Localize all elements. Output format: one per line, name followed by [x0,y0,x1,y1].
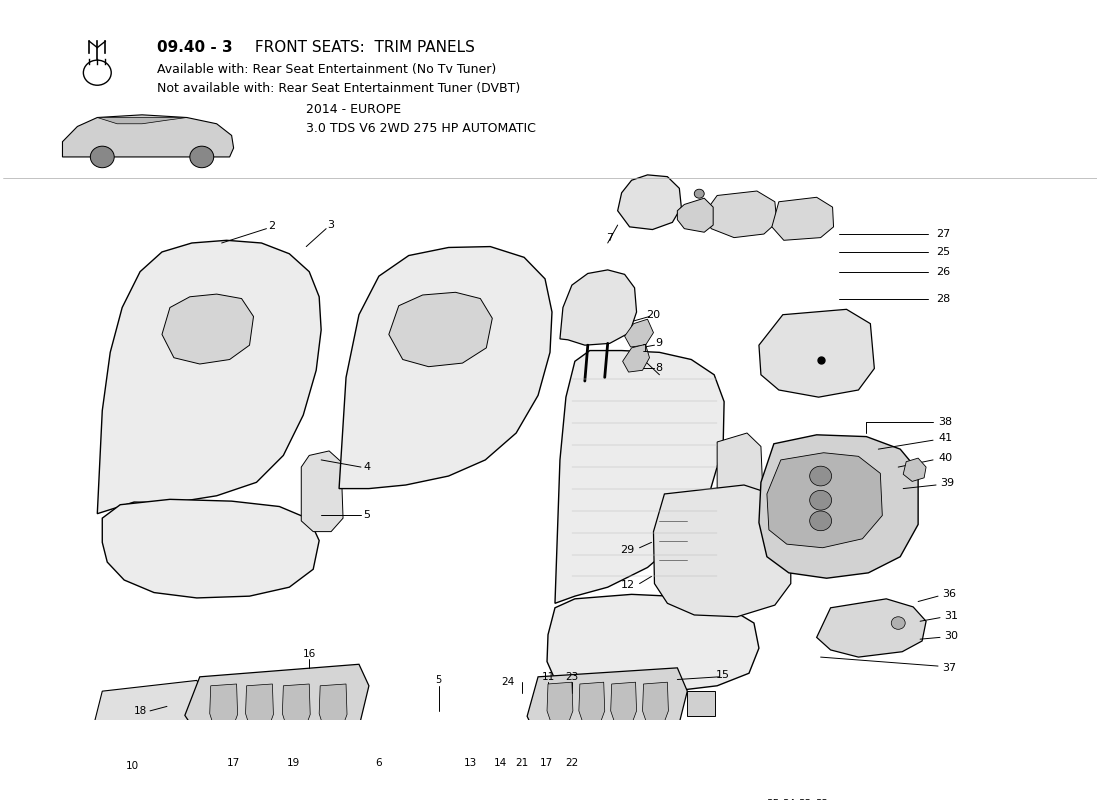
Text: 12: 12 [620,580,635,590]
Polygon shape [903,458,926,482]
Text: 25: 25 [936,247,950,257]
Text: 2: 2 [268,221,275,231]
Text: 3.0 TDS V6 2WD 275 HP AUTOMATIC: 3.0 TDS V6 2WD 275 HP AUTOMATIC [306,122,536,135]
Text: 14: 14 [494,758,507,768]
Polygon shape [97,240,321,514]
Text: 41: 41 [938,434,953,443]
Polygon shape [301,451,343,532]
Polygon shape [547,682,573,722]
Text: 3: 3 [328,220,334,230]
Text: 30: 30 [944,630,958,641]
Text: 26: 26 [936,266,950,277]
Bar [688,691,715,716]
Text: 11: 11 [541,672,554,682]
Text: 4: 4 [363,462,371,472]
Polygon shape [618,175,681,230]
Polygon shape [761,754,784,786]
Polygon shape [816,599,926,657]
Text: 9: 9 [654,338,662,348]
Text: 35: 35 [767,799,780,800]
Polygon shape [759,435,918,578]
Text: 33: 33 [799,799,812,800]
Text: 27: 27 [936,229,950,239]
Polygon shape [767,453,882,548]
Polygon shape [210,684,238,726]
Polygon shape [777,754,801,786]
Polygon shape [560,270,637,345]
Text: 5: 5 [363,510,371,521]
Polygon shape [642,682,669,722]
Text: 36: 36 [942,590,956,599]
Polygon shape [610,682,637,722]
Text: 18: 18 [134,706,147,716]
Polygon shape [339,246,552,489]
Circle shape [90,146,114,168]
Polygon shape [547,594,759,693]
Text: 17: 17 [227,758,240,768]
Polygon shape [97,118,187,124]
Polygon shape [623,344,649,372]
Circle shape [810,511,832,530]
Polygon shape [759,310,874,397]
Polygon shape [579,682,605,722]
Text: 24: 24 [502,677,515,687]
Text: 2014 - EUROPE: 2014 - EUROPE [306,103,402,116]
Polygon shape [810,754,834,786]
Text: 34: 34 [782,799,795,800]
Text: 40: 40 [938,453,953,463]
Text: 7: 7 [606,233,614,242]
Text: 23: 23 [565,672,579,682]
Polygon shape [625,319,653,347]
Circle shape [891,617,905,630]
Text: 19: 19 [287,758,300,768]
Text: 31: 31 [944,611,958,621]
Text: 5: 5 [436,675,442,686]
Polygon shape [388,292,493,366]
Text: 16: 16 [302,649,316,658]
Polygon shape [185,664,368,738]
Text: Available with: Rear Seat Entertainment (No Tv Tuner): Available with: Rear Seat Entertainment … [157,63,496,76]
Polygon shape [92,681,207,749]
Text: 37: 37 [942,663,956,673]
Text: FRONT SEATS:  TRIM PANELS: FRONT SEATS: TRIM PANELS [250,41,474,55]
Circle shape [810,490,832,510]
Polygon shape [653,485,791,617]
Circle shape [810,466,832,486]
Polygon shape [527,668,688,739]
Text: 6: 6 [375,758,382,768]
Polygon shape [704,191,777,238]
Text: 32: 32 [815,799,828,800]
Polygon shape [245,684,274,726]
Polygon shape [678,198,713,232]
Polygon shape [319,684,346,726]
Polygon shape [63,115,233,157]
Text: 28: 28 [936,294,950,303]
Polygon shape [283,684,310,726]
Text: 13: 13 [464,758,477,768]
Polygon shape [556,350,724,603]
Text: 39: 39 [940,478,954,488]
Text: 8: 8 [654,363,662,374]
Polygon shape [102,499,319,598]
Text: 20: 20 [647,310,660,320]
Polygon shape [162,294,253,364]
Text: 21: 21 [516,758,529,768]
Text: 09.40 - 3: 09.40 - 3 [157,41,232,55]
Text: 1: 1 [642,344,649,354]
Circle shape [694,190,704,198]
Text: 10: 10 [125,762,139,771]
Text: 22: 22 [565,758,579,768]
Text: Not available with: Rear Seat Entertainment Tuner (DVBT): Not available with: Rear Seat Entertainm… [157,82,520,94]
Polygon shape [772,198,834,240]
Polygon shape [793,754,816,786]
Text: 38: 38 [938,418,953,427]
Text: 29: 29 [620,545,635,554]
Circle shape [190,146,213,168]
Text: 15: 15 [716,670,730,680]
Polygon shape [717,433,763,537]
Text: 17: 17 [539,758,552,768]
